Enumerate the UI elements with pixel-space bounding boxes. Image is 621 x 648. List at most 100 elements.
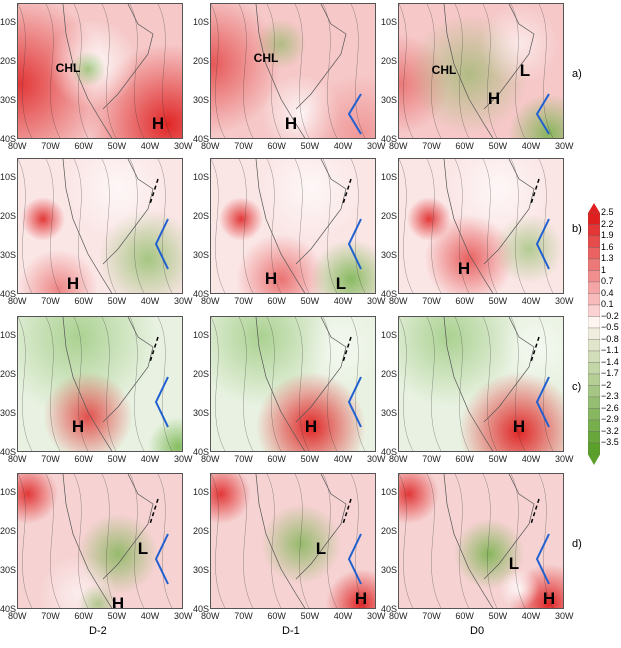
- colorbar-label: −2.6: [601, 402, 619, 413]
- colorbar-label: 2.5: [601, 207, 614, 217]
- field-anomaly: [211, 474, 251, 524]
- y-tick-label: 10S: [381, 17, 398, 27]
- x-tick-label: 40W: [333, 454, 353, 464]
- x-tick-label: 80W: [389, 611, 408, 621]
- field-anomaly: [509, 94, 563, 138]
- contour-line: [45, 159, 61, 293]
- row-label: b): [572, 223, 582, 235]
- colorbar-swatch: [588, 235, 600, 248]
- x-tick-label: 60W: [267, 141, 286, 151]
- x-tick-label: 50W: [107, 454, 127, 464]
- coastline: [443, 474, 535, 608]
- x-tick-label: 70W: [234, 611, 253, 621]
- pressure-system-label: L: [520, 61, 530, 80]
- x-tick-label: 40W: [333, 611, 353, 621]
- colorbar-swatch: [588, 408, 600, 421]
- y-tick-label: 30S: [193, 95, 210, 105]
- y-tick-label: 40S: [0, 447, 17, 457]
- pressure-system-label: L: [316, 539, 326, 558]
- x-tick-label: 80W: [201, 454, 220, 464]
- colorbar-swatch: [588, 419, 600, 432]
- y-tick-label: 40S: [0, 289, 17, 299]
- x-tick-label: 40W: [140, 611, 160, 621]
- y-tick-label: 10S: [193, 487, 210, 497]
- contour-line: [426, 474, 442, 608]
- x-tick-label: 80W: [8, 296, 27, 306]
- colorbar-label: −0.8: [601, 333, 619, 344]
- coastline: [443, 317, 535, 451]
- x-tick-label: 50W: [300, 296, 320, 306]
- contour-line: [426, 159, 442, 293]
- y-tick-label: 10S: [381, 330, 398, 340]
- x-tick-label: 60W: [267, 296, 286, 306]
- field-anomaly: [256, 372, 366, 451]
- y-tick-label: 30S: [193, 408, 210, 418]
- x-tick-label: 30W: [367, 454, 386, 464]
- colorbar-swatch: [588, 293, 600, 306]
- x-tick-label: 50W: [300, 454, 320, 464]
- x-tick-label: 30W: [174, 611, 193, 621]
- contour-line: [238, 474, 254, 608]
- x-tick-label: 70W: [422, 454, 441, 464]
- colorbar-swatch: [588, 212, 600, 225]
- contour-line: [482, 474, 498, 608]
- cold-front: [154, 218, 169, 270]
- pressure-system-label: H: [112, 594, 124, 609]
- y-tick-label: 30S: [0, 95, 17, 105]
- contour-line: [426, 317, 442, 451]
- trough-line: [530, 178, 540, 205]
- trough-line: [342, 336, 352, 363]
- field-anomaly: [18, 249, 98, 293]
- colorbar-label: 0.7: [601, 276, 614, 286]
- colorbar-label: 1.3: [601, 253, 614, 263]
- pressure-system-label: H: [305, 417, 317, 436]
- y-tick-label: 30S: [193, 565, 210, 575]
- colorbar-swatch: [588, 373, 600, 386]
- map-panel-b-d-2: H: [17, 158, 183, 294]
- colorbar-swatch: [588, 327, 600, 340]
- x-tick-label: 60W: [267, 454, 286, 464]
- x-tick-label: 30W: [555, 454, 574, 464]
- y-tick-label: 40S: [0, 134, 17, 144]
- colorbar-label: 1.9: [601, 230, 614, 240]
- y-tick-label: 20S: [193, 526, 210, 536]
- x-tick-label: 70W: [422, 296, 441, 306]
- field-anomaly: [21, 197, 65, 241]
- x-tick-label: 80W: [389, 454, 408, 464]
- contour-line: [266, 4, 282, 138]
- field-anomaly: [499, 317, 563, 387]
- x-tick-label: 40W: [140, 141, 160, 151]
- cold-front: [154, 376, 169, 428]
- contour-line: [538, 317, 554, 451]
- field-anomaly: [459, 372, 563, 451]
- colorbar-swatch: [588, 316, 600, 329]
- y-tick-label: 30S: [381, 95, 398, 105]
- contour-line: [73, 474, 89, 608]
- field-anomaly: [399, 474, 439, 524]
- contour-line: [266, 317, 282, 451]
- y-tick-label: 20S: [193, 211, 210, 221]
- coastline: [443, 159, 535, 293]
- coastline: [443, 4, 535, 138]
- map-panel-c-d-1: H: [210, 316, 376, 452]
- y-tick-label: 20S: [193, 369, 210, 379]
- coastline: [255, 474, 347, 608]
- x-tick-label: 30W: [367, 611, 386, 621]
- y-tick-label: 10S: [0, 17, 17, 27]
- x-tick-label: 40W: [333, 296, 353, 306]
- pressure-system-label: H: [265, 269, 277, 288]
- x-tick-label: 70W: [422, 141, 441, 151]
- cold-front: [347, 93, 362, 135]
- pressure-system-label: H: [488, 89, 500, 108]
- colorbar-swatch: [588, 350, 600, 363]
- colorbar-label: −3.2: [601, 425, 619, 436]
- coastline: [62, 4, 154, 138]
- y-tick-label: 30S: [381, 565, 398, 575]
- field-anomaly: [449, 159, 549, 239]
- trough-line: [149, 336, 159, 363]
- contour-line: [238, 317, 254, 451]
- colorbar-label: 2.2: [601, 218, 614, 229]
- map-panel-a-d0: CHL H L: [398, 3, 564, 139]
